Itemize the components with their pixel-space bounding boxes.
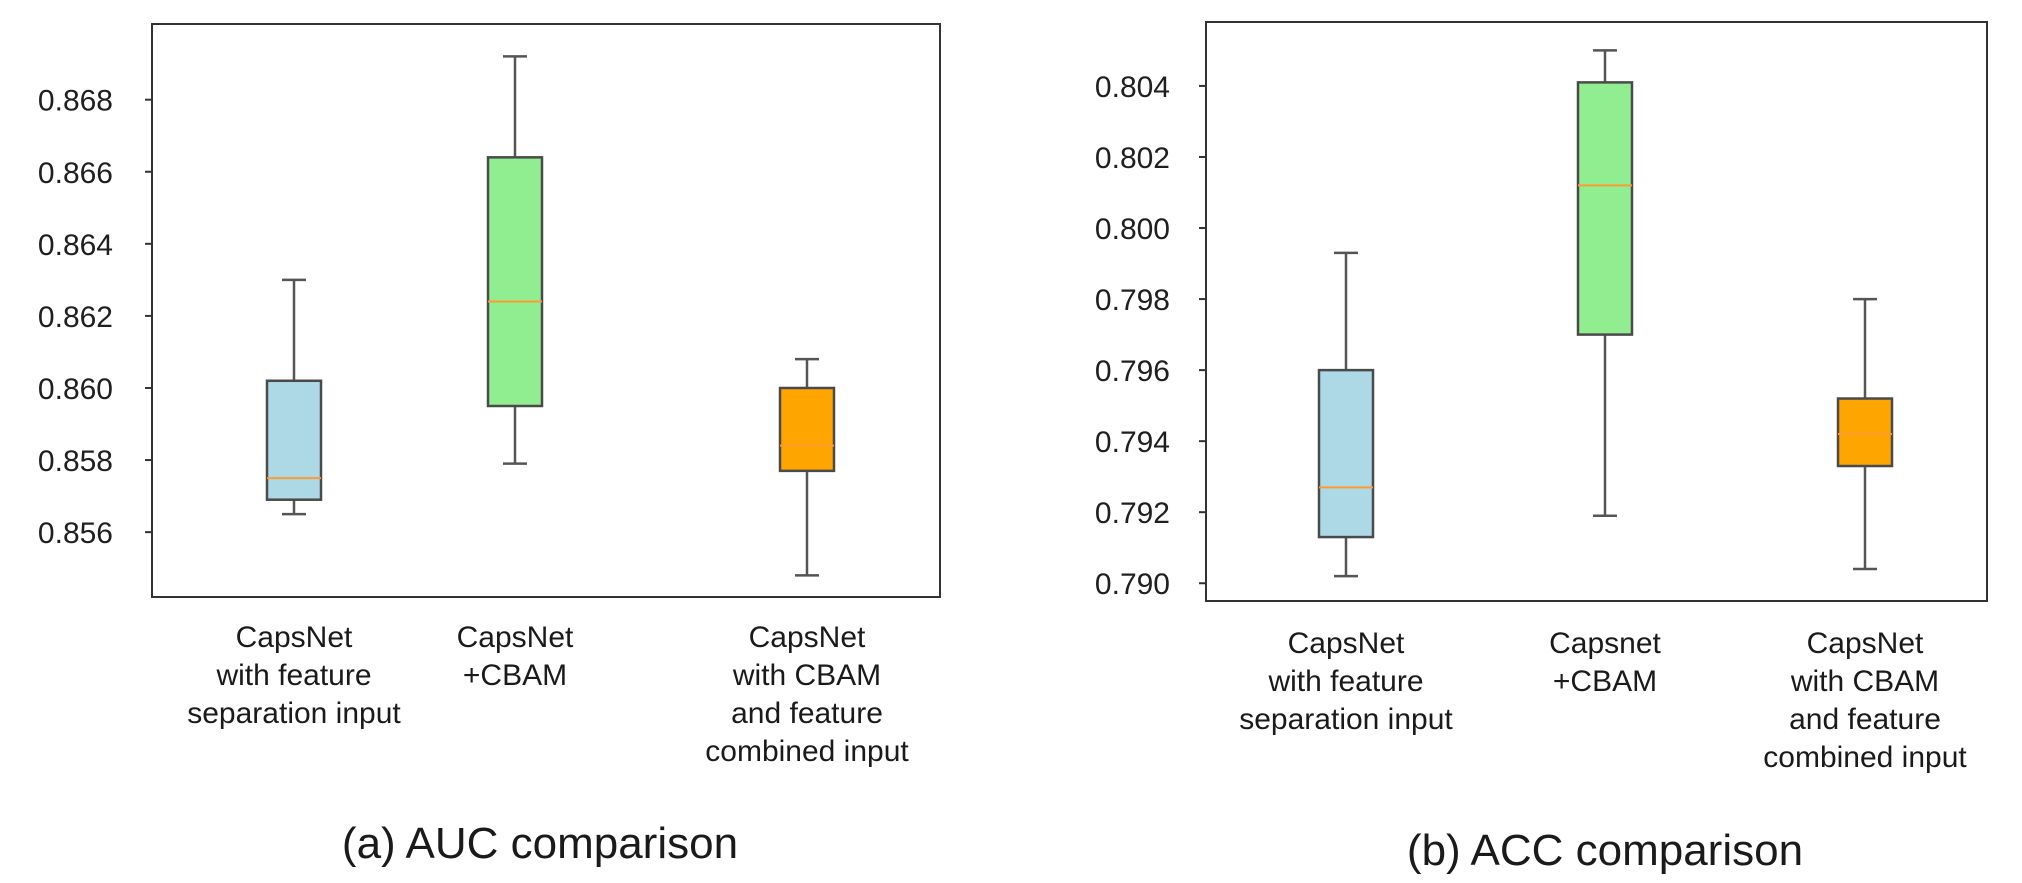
iqr-box (778, 386, 836, 473)
auc-ytick-label: 0.868 (38, 85, 113, 118)
acc-caption: (b) ACC comparison (1407, 826, 1803, 875)
category-label-line: combined input (1763, 741, 1967, 774)
category-label-line: CapsNet (1288, 627, 1405, 660)
category-label-line: and feature (1789, 703, 1941, 736)
acc-plot-frame (1205, 21, 1988, 602)
acc-box-1 (1317, 251, 1375, 578)
category-label-line: separation input (1239, 703, 1453, 736)
acc-ytick-label: 0.804 (1095, 71, 1170, 104)
acc-box-2 (1576, 49, 1634, 517)
acc-ytick-label: 0.798 (1095, 284, 1170, 317)
auc-box-2 (486, 55, 544, 465)
iqr-box (486, 156, 544, 408)
acc-ytick-label: 0.800 (1095, 213, 1170, 246)
auc-ytick-label: 0.864 (38, 229, 113, 262)
category-label-line: with CBAM (1790, 665, 1939, 698)
category-label-line: CapsNet (749, 621, 866, 654)
category-label-line: with feature (215, 659, 371, 692)
auc-category-label-3: CapsNet with CBAM and feature combined inpu… (705, 621, 909, 768)
iqr-box (1576, 81, 1634, 336)
auc-caption: (a) AUC comparison (342, 819, 738, 868)
iqr-box (1836, 397, 1894, 468)
category-label-line: +CBAM (1553, 665, 1657, 698)
auc-ytick-label: 0.856 (38, 517, 113, 550)
category-label-line: combined input (705, 735, 909, 768)
auc-boxplot-panel: 0.856 0.858 0.860 0.862 0.864 0.866 0.868 CapsN… (38, 23, 941, 868)
category-label-line: +CBAM (463, 659, 567, 692)
category-label-line: CapsNet (236, 621, 353, 654)
acc-box-3 (1836, 297, 1894, 571)
category-label-line: CapsNet (1807, 627, 1924, 660)
acc-ytick-label: 0.802 (1095, 142, 1170, 175)
auc-ytick-label: 0.866 (38, 157, 113, 190)
acc-ytick-label: 0.794 (1095, 426, 1170, 459)
category-label-line: and feature (731, 697, 883, 730)
category-label-line: with feature (1267, 665, 1423, 698)
iqr-box (1317, 368, 1375, 539)
auc-ytick-label: 0.862 (38, 301, 113, 334)
auc-box-3 (778, 357, 836, 577)
acc-ytick-label: 0.790 (1095, 568, 1170, 601)
acc-category-label-3: CapsNet with CBAM and feature combined inpu… (1763, 627, 1967, 774)
category-label-line: Capsnet (1549, 627, 1661, 660)
category-label-line: with CBAM (732, 659, 881, 692)
acc-ytick-label: 0.792 (1095, 497, 1170, 530)
auc-category-label-1: CapsNet with feature separation input (187, 621, 401, 730)
category-label-line: separation input (187, 697, 401, 730)
acc-category-label-2: Capsnet +CBAM (1549, 627, 1661, 698)
acc-category-label-1: CapsNet with feature separation input (1239, 627, 1453, 736)
auc-box-1 (265, 278, 323, 516)
auc-plot-frame (151, 23, 941, 598)
category-label-line: CapsNet (457, 621, 574, 654)
auc-category-label-2: CapsNet +CBAM (457, 621, 574, 692)
auc-ytick-label: 0.860 (38, 373, 113, 406)
acc-boxplot-panel: 0.790 0.792 0.794 0.796 0.798 0.800 0.802 0.804… (1095, 21, 1988, 875)
iqr-box (265, 379, 323, 501)
acc-ytick-label: 0.796 (1095, 355, 1170, 388)
auc-ytick-label: 0.858 (38, 445, 113, 478)
